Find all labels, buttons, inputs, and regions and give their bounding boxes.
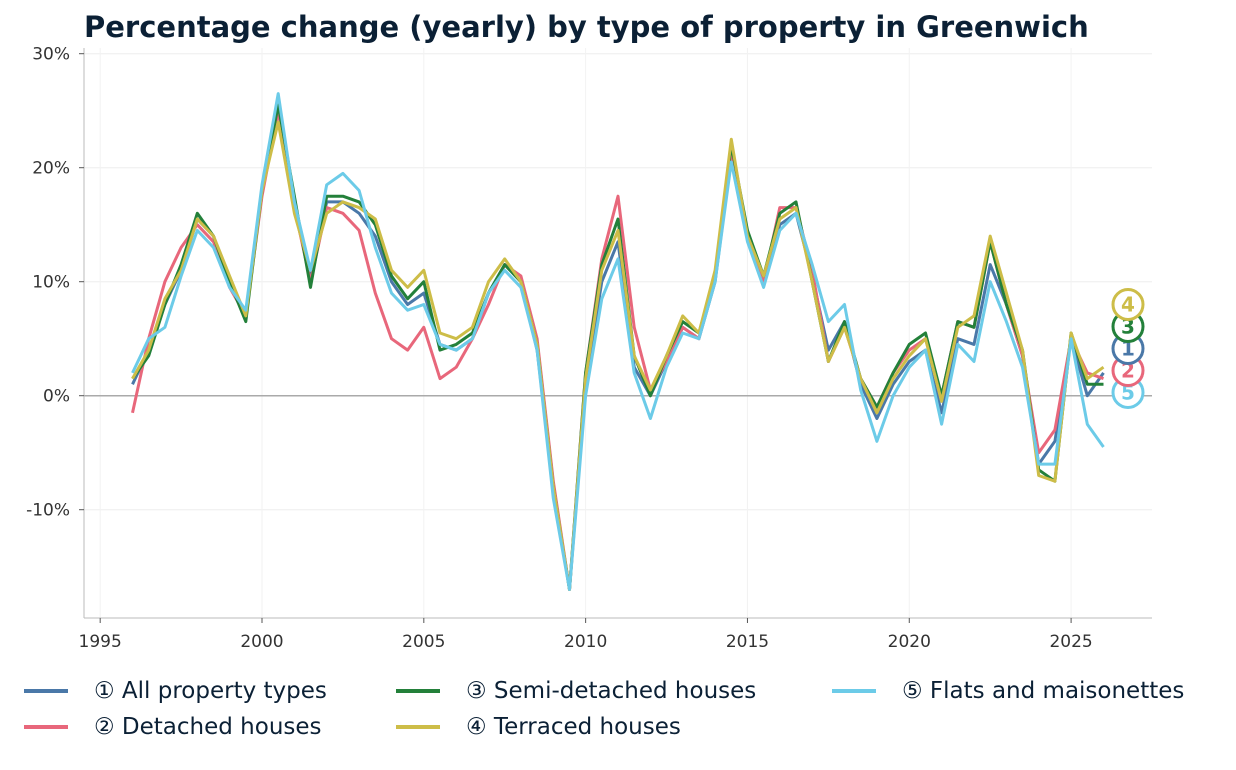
x-tick-label: 2025 (1049, 632, 1092, 652)
legend-item-2: ② Detached houses (24, 714, 322, 740)
legend-item-1: ① All property types (24, 678, 327, 704)
series-lines (131, 92, 1105, 591)
end-marker-4: 4 (1111, 288, 1145, 321)
legend-label: ① All property types (94, 678, 327, 704)
legend-swatch (396, 725, 440, 729)
legend-label: ③ Semi-detached houses (466, 678, 757, 704)
legend-swatch (24, 689, 68, 693)
legend-item-4: ④ Terraced houses (396, 714, 681, 740)
x-tick-label: 2010 (564, 632, 607, 652)
y-tick-label: -10% (26, 501, 70, 521)
y-tick-label: 30% (32, 45, 70, 65)
x-tick-label: 1995 (79, 632, 122, 652)
y-tick-label: 20% (32, 159, 70, 179)
legend-swatch (832, 689, 876, 693)
x-tick-label: 2000 (240, 632, 283, 652)
chart-title: Percentage change (yearly) by type of pr… (84, 10, 1089, 44)
axes (79, 48, 1152, 623)
legend-item-5: ⑤ Flats and maisonettes (832, 678, 1184, 704)
end-marker-circle (1111, 288, 1145, 321)
legend-item-3: ③ Semi-detached houses (396, 678, 756, 704)
legend-swatch (396, 689, 440, 693)
legend-label: ② Detached houses (94, 714, 322, 740)
line-chart: 30% 20% 10% 0% -10% 1995 2000 2005 2010 2015 2020 2… (26, 45, 1152, 652)
gridlines (84, 48, 1152, 618)
series-line-4 (131, 120, 1105, 591)
legend: ① All property types ② Detached houses ③ S… (24, 678, 1224, 758)
legend-label: ④ Terraced houses (466, 714, 681, 740)
series-line-5 (131, 92, 1105, 591)
tick-labels: 30% 20% 10% 0% -10% 1995 2000 2005 2010 2015 2020 2… (26, 45, 1093, 652)
y-tick-label: 0% (43, 387, 70, 407)
end-marker-label: 4 (1121, 293, 1135, 317)
legend-label: ⑤ Flats and maisonettes (902, 678, 1185, 704)
legend-swatch (24, 725, 68, 729)
y-tick-label: 10% (32, 273, 70, 293)
x-tick-label: 2015 (726, 632, 769, 652)
x-tick-label: 2020 (888, 632, 931, 652)
x-tick-label: 2005 (402, 632, 445, 652)
